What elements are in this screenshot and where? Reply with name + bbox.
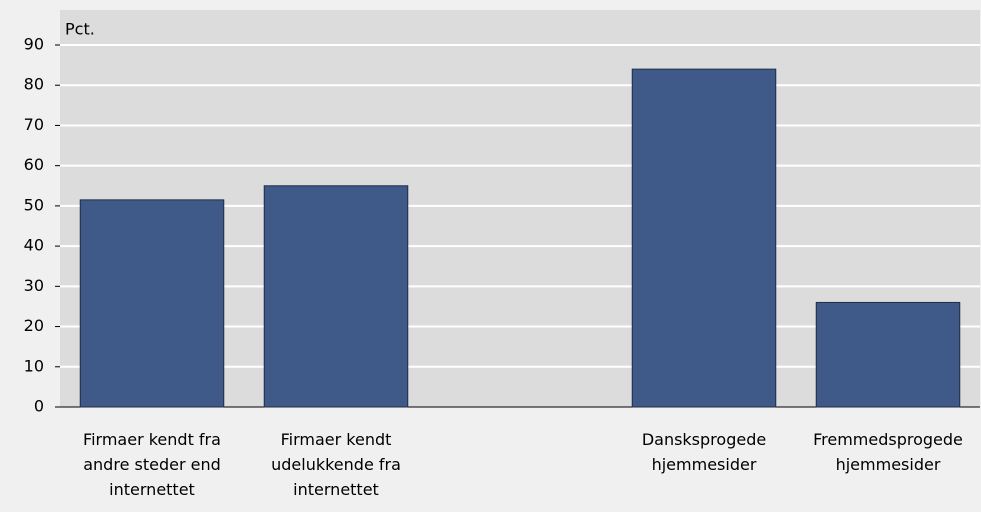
y-tick-label: 50 — [24, 195, 44, 214]
x-tick-label: Fremmedsprogede hjemmesider — [813, 430, 963, 474]
y-tick-label: 40 — [24, 236, 44, 255]
y-tick-label: 80 — [24, 75, 44, 94]
y-tick-label: 60 — [24, 155, 44, 174]
y-tick-label: 20 — [24, 316, 44, 335]
y-tick-label: 0 — [34, 397, 44, 416]
y-tick-label: 70 — [24, 115, 44, 134]
y-tick-label: 10 — [24, 356, 44, 375]
y-tick-label: 90 — [24, 35, 44, 54]
bar — [79, 199, 225, 408]
bar — [263, 185, 409, 408]
y-tick-label: 30 — [24, 276, 44, 295]
x-tick-label: Dansksprogede hjemmesider — [641, 430, 767, 474]
bar — [631, 68, 777, 408]
x-tick-label: Firmaer kendt udelukkende fra internette… — [271, 430, 401, 499]
x-tick-label: Firmaer kendt fra andre steder end inter… — [83, 430, 221, 499]
bar — [815, 301, 961, 408]
y-axis-label: Pct. — [65, 20, 95, 39]
